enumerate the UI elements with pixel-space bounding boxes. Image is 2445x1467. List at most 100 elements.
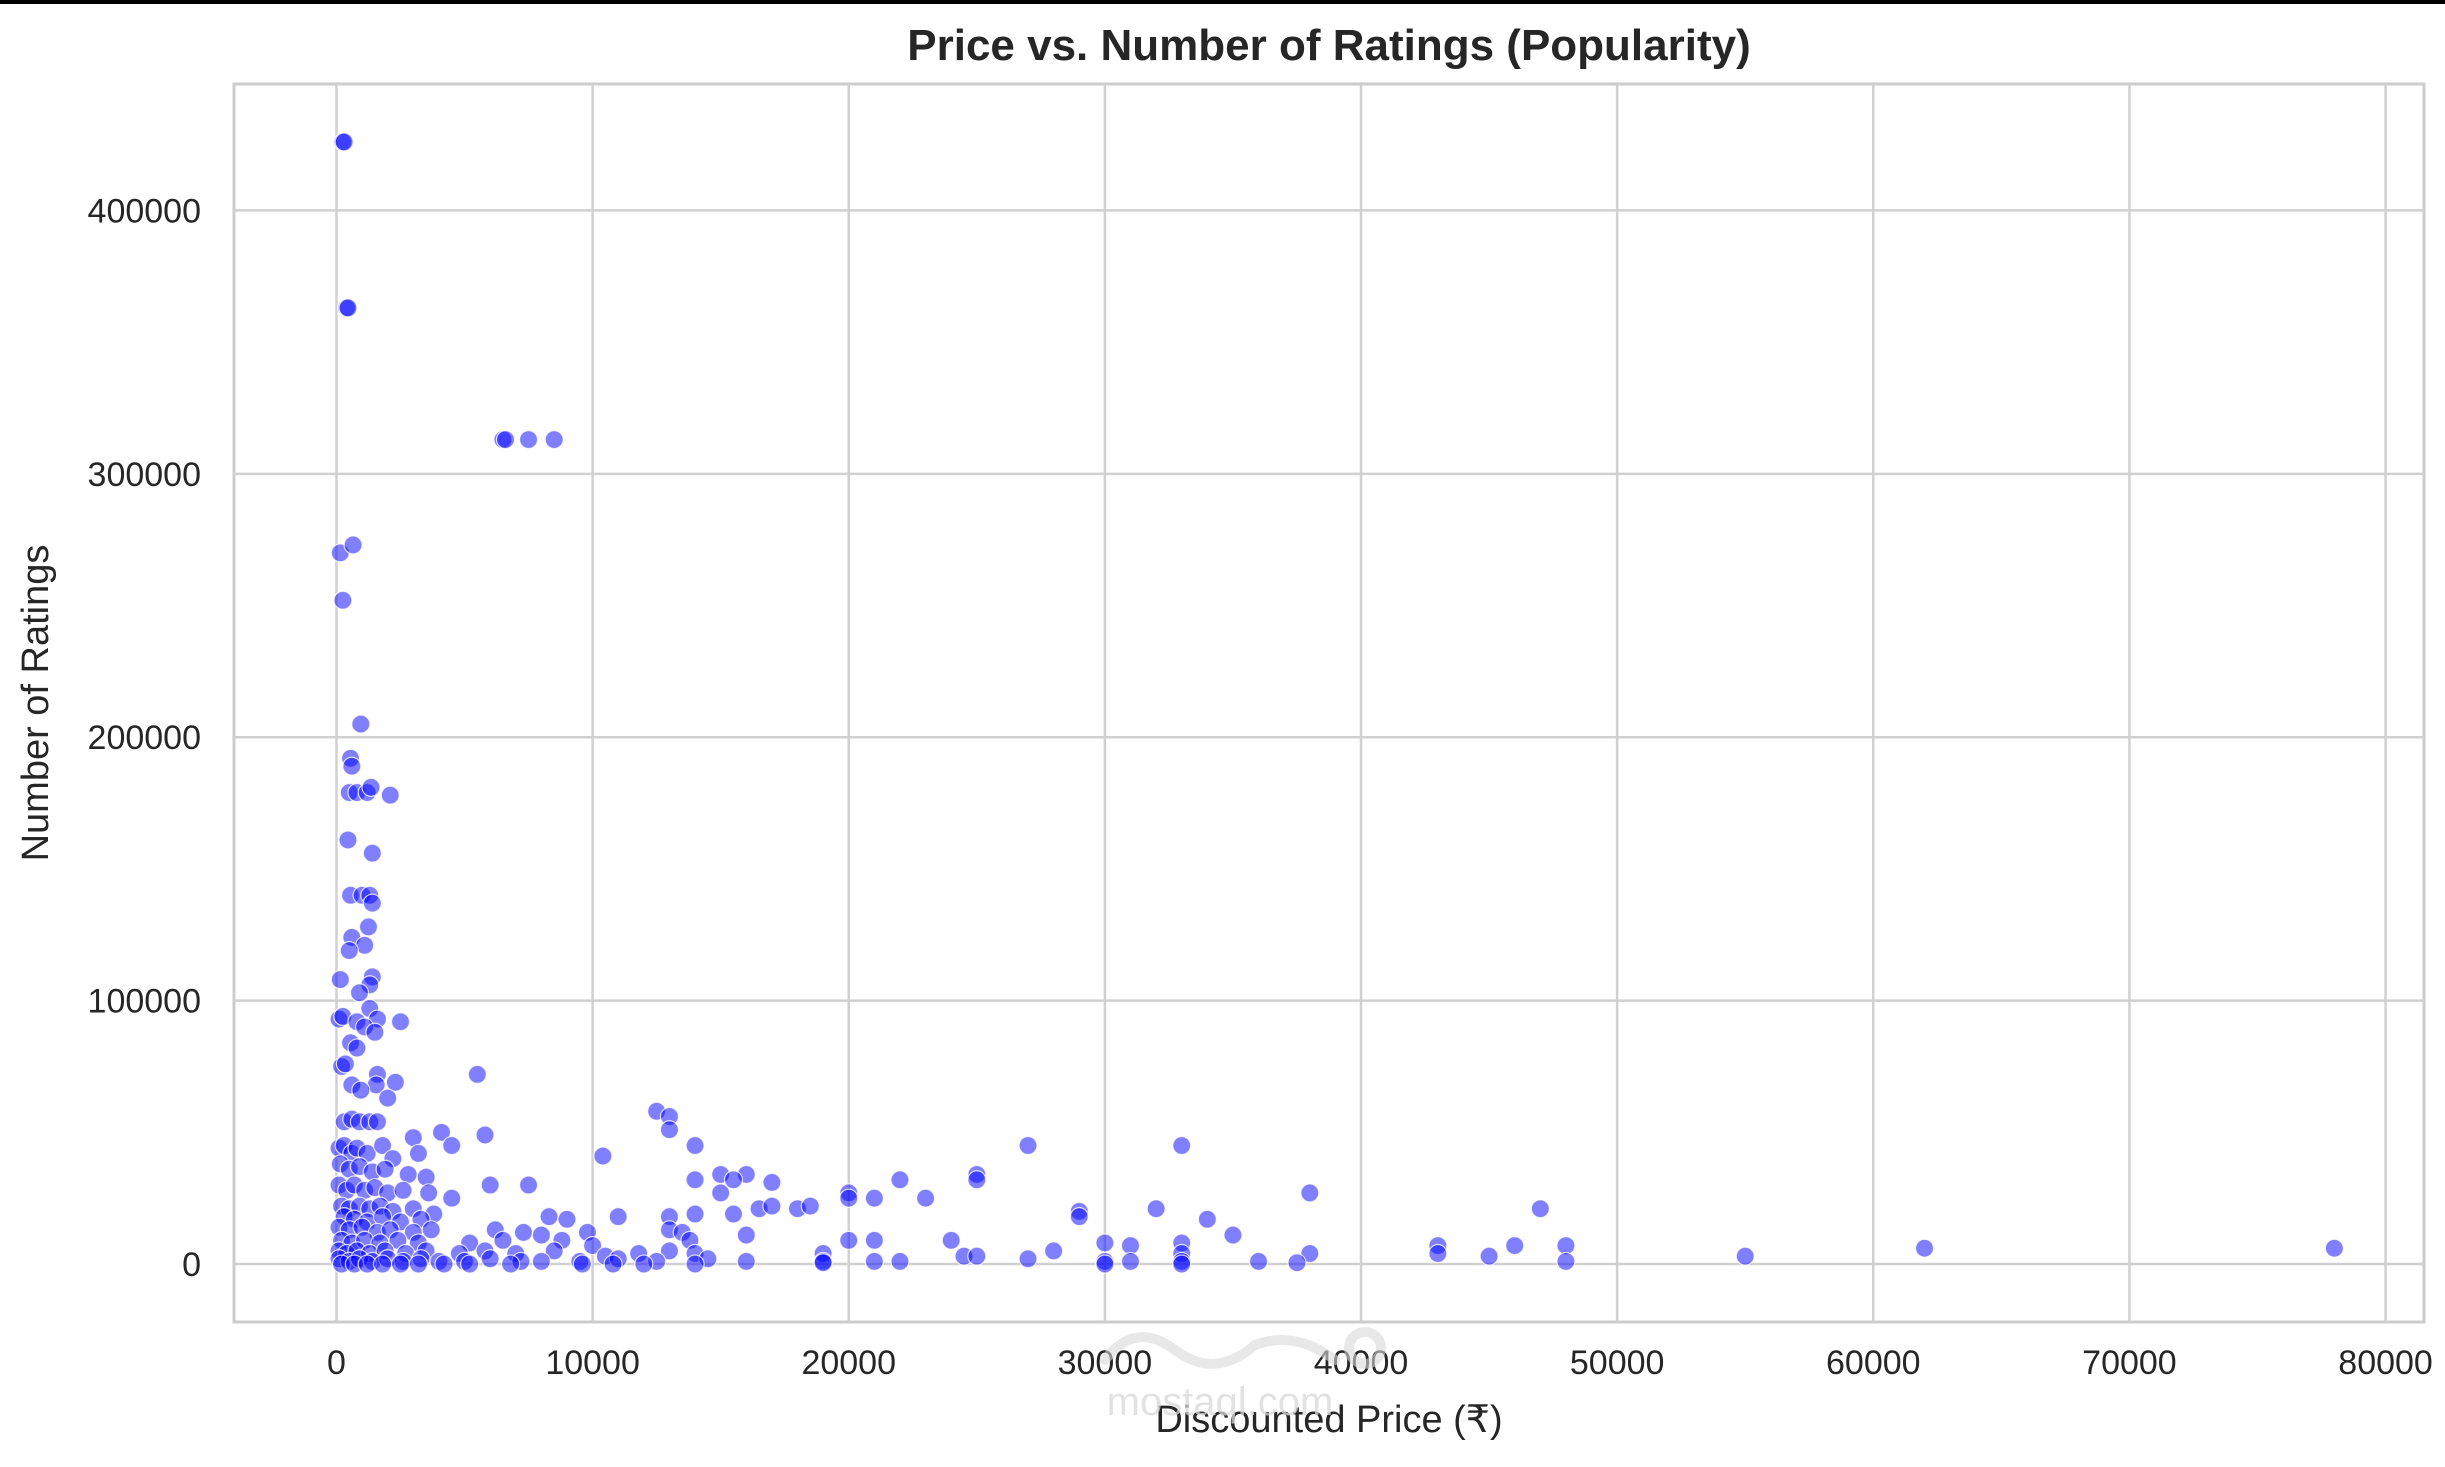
data-point xyxy=(1428,1243,1448,1264)
data-point xyxy=(1223,1225,1243,1245)
data-point xyxy=(723,1170,744,1190)
y-tick-label: 400000 xyxy=(88,192,201,230)
data-point xyxy=(800,1196,820,1216)
data-point xyxy=(367,1112,388,1132)
y-tick-label: 0 xyxy=(182,1246,201,1284)
data-point xyxy=(493,1230,513,1250)
data-point xyxy=(685,1204,705,1224)
data-point xyxy=(1120,1251,1141,1272)
data-point xyxy=(1069,1207,1089,1227)
top-border xyxy=(0,0,2445,4)
data-point xyxy=(762,1172,782,1192)
data-point xyxy=(762,1196,782,1216)
x-tick-label: 70000 xyxy=(2082,1344,2177,1382)
data-point xyxy=(813,1253,833,1273)
data-point xyxy=(941,1230,961,1250)
data-point xyxy=(380,785,400,805)
data-point xyxy=(685,1170,705,1190)
data-point xyxy=(685,1254,705,1274)
data-point xyxy=(343,535,363,555)
data-point xyxy=(864,1188,884,1208)
data-point xyxy=(685,1135,705,1156)
x-tick-label: 60000 xyxy=(1826,1344,1921,1382)
data-point xyxy=(419,1183,439,1203)
x-tick-label: 10000 xyxy=(545,1344,640,1382)
y-axis-label: Number of Ratings xyxy=(15,545,57,862)
data-point xyxy=(839,1230,859,1250)
data-point xyxy=(339,940,359,961)
data-point xyxy=(634,1254,654,1274)
data-point xyxy=(361,777,381,797)
data-point xyxy=(518,1175,539,1195)
data-point xyxy=(421,1220,441,1240)
data-point xyxy=(372,1135,393,1156)
data-point xyxy=(467,1064,487,1085)
data-point xyxy=(442,1135,462,1156)
data-point xyxy=(539,1207,559,1227)
data-point xyxy=(351,1080,371,1100)
data-point xyxy=(513,1222,534,1243)
data-point xyxy=(385,1072,405,1092)
data-point xyxy=(659,1120,680,1140)
data-point xyxy=(408,1254,429,1274)
data-point xyxy=(544,1241,564,1261)
data-point xyxy=(723,1204,744,1224)
data-point xyxy=(442,1188,462,1208)
data-point xyxy=(1172,1135,1192,1156)
data-point xyxy=(1505,1236,1525,1256)
data-point xyxy=(416,1167,436,1187)
data-point xyxy=(915,1188,936,1208)
data-point xyxy=(890,1251,910,1272)
data-point xyxy=(1287,1253,1307,1273)
data-point xyxy=(1530,1199,1550,1219)
data-point xyxy=(330,969,350,990)
x-tick-label: 50000 xyxy=(1570,1344,1665,1382)
data-point xyxy=(1044,1241,1064,1261)
data-point xyxy=(711,1183,731,1203)
data-point xyxy=(1479,1246,1499,1266)
data-point xyxy=(334,132,354,152)
y-tick-label: 200000 xyxy=(88,719,201,757)
data-point xyxy=(434,1254,454,1274)
data-point xyxy=(1735,1246,1755,1266)
x-tick-label: 30000 xyxy=(1058,1344,1153,1382)
data-point xyxy=(480,1175,500,1195)
data-point xyxy=(475,1125,495,1145)
data-point xyxy=(890,1170,910,1190)
x-tick-labels: 0 10000 20000 30000 40000 50000 60000 70000 8000… xyxy=(327,1344,2433,1382)
data-point xyxy=(333,590,353,610)
data-point xyxy=(1146,1199,1166,1219)
data-point xyxy=(1914,1238,1935,1258)
x-tick-label: 0 xyxy=(327,1344,346,1382)
data-point xyxy=(736,1225,756,1245)
data-point xyxy=(1018,1249,1038,1269)
data-point xyxy=(736,1251,756,1272)
data-point xyxy=(1095,1233,1115,1253)
data-point xyxy=(839,1188,859,1208)
data-point xyxy=(365,1022,385,1042)
data-point xyxy=(372,1254,393,1274)
data-point xyxy=(967,1170,987,1190)
x-tick-label: 80000 xyxy=(2338,1344,2433,1382)
y-tick-label: 300000 xyxy=(88,456,201,494)
plot-area xyxy=(232,82,2426,1324)
data-point xyxy=(531,1251,551,1272)
data-point xyxy=(408,1143,429,1164)
data-point xyxy=(1300,1183,1320,1203)
data-point xyxy=(338,830,358,850)
data-point xyxy=(603,1254,623,1274)
data-point xyxy=(460,1254,480,1274)
data-point xyxy=(557,1209,577,1229)
data-point xyxy=(351,714,371,734)
data-point xyxy=(1172,1254,1192,1274)
data-point xyxy=(1197,1209,1217,1229)
data-point xyxy=(349,983,370,1003)
data-point xyxy=(431,1122,452,1142)
data-point xyxy=(501,1254,521,1274)
data-point xyxy=(593,1146,613,1166)
chart-title: Price vs. Number of Ratings (Popularity) xyxy=(907,21,1751,70)
data-point xyxy=(335,1054,356,1074)
grid-lines xyxy=(234,84,2424,1322)
x-tick-label: 40000 xyxy=(1314,1344,1409,1382)
y-tick-label: 100000 xyxy=(88,983,201,1021)
